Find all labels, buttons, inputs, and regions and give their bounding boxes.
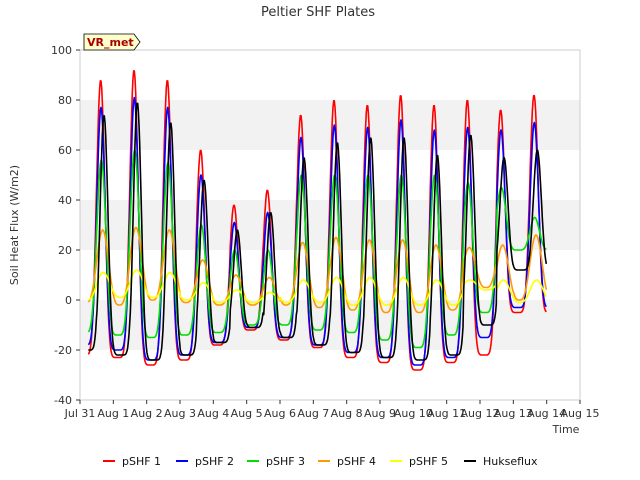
- x-tick-label: Aug 3: [164, 407, 196, 420]
- grid-band: [80, 100, 580, 150]
- y-tick-label: 80: [58, 94, 72, 107]
- grid-band: [80, 350, 580, 400]
- grid-band: [80, 250, 580, 300]
- chart-title: Peltier SHF Plates: [261, 5, 375, 20]
- x-tick-label: Aug 13: [494, 407, 533, 420]
- plot-frame: [79, 49, 581, 401]
- x-tick-label: Aug 10: [394, 407, 433, 420]
- y-tick-label: 60: [58, 144, 72, 157]
- x-tick-label: Aug 6: [264, 407, 296, 420]
- x-tick-label: Aug 7: [297, 407, 329, 420]
- x-tick-label: Aug 4: [197, 407, 229, 420]
- x-tick-label: Aug 5: [231, 407, 263, 420]
- annotation-box: VR_met: [83, 33, 141, 51]
- y-axis-ticks: -40 -20 0 20 40 60 80 100: [51, 44, 80, 407]
- legend-label: pSHF 4: [337, 455, 376, 468]
- series-layer: [87, 70, 548, 371]
- series-line: [88, 102, 548, 361]
- y-tick-label: 100: [51, 44, 72, 57]
- legend-label: pSHF 5: [409, 455, 448, 468]
- x-tick-label: Aug 8: [331, 407, 363, 420]
- x-axis-ticks: Jul 31 Aug 1 Aug 2 Aug 3 Aug 4 Aug 5 Aug 6 Aug …: [64, 400, 600, 420]
- x-tick-label: Jul 31: [64, 407, 96, 420]
- x-tick-label: Aug 1: [97, 407, 129, 420]
- annotation-label: VR_met: [87, 36, 134, 49]
- legend-label: pSHF 1: [122, 455, 161, 468]
- legend: pSHF 1 pSHF 2 pSHF 3 pSHF 4 pSHF 5 Hukseflux: [103, 455, 538, 468]
- y-tick-label: 40: [58, 194, 72, 207]
- x-axis-label: Time: [552, 423, 580, 436]
- y-tick-label: -20: [54, 344, 72, 357]
- grid-band: [80, 50, 580, 100]
- y-tick-label: 0: [65, 294, 72, 307]
- x-tick-label: Aug 15: [561, 407, 600, 420]
- x-tick-label: Aug 12: [461, 407, 500, 420]
- x-tick-label: Aug 11: [427, 407, 466, 420]
- x-tick-label: Aug 14: [527, 407, 566, 420]
- x-tick-label: Aug 9: [364, 407, 396, 420]
- y-axis-label: Soil Heat Flux (W/m2): [8, 165, 21, 285]
- series-line: [87, 226, 548, 314]
- y-tick-label: 20: [58, 244, 72, 257]
- legend-label: Hukseflux: [483, 455, 538, 468]
- legend-label: pSHF 3: [266, 455, 305, 468]
- series-line: [87, 149, 547, 349]
- legend-label: pSHF 2: [195, 455, 234, 468]
- y-tick-label: -40: [54, 394, 72, 407]
- x-tick-label: Aug 2: [131, 407, 163, 420]
